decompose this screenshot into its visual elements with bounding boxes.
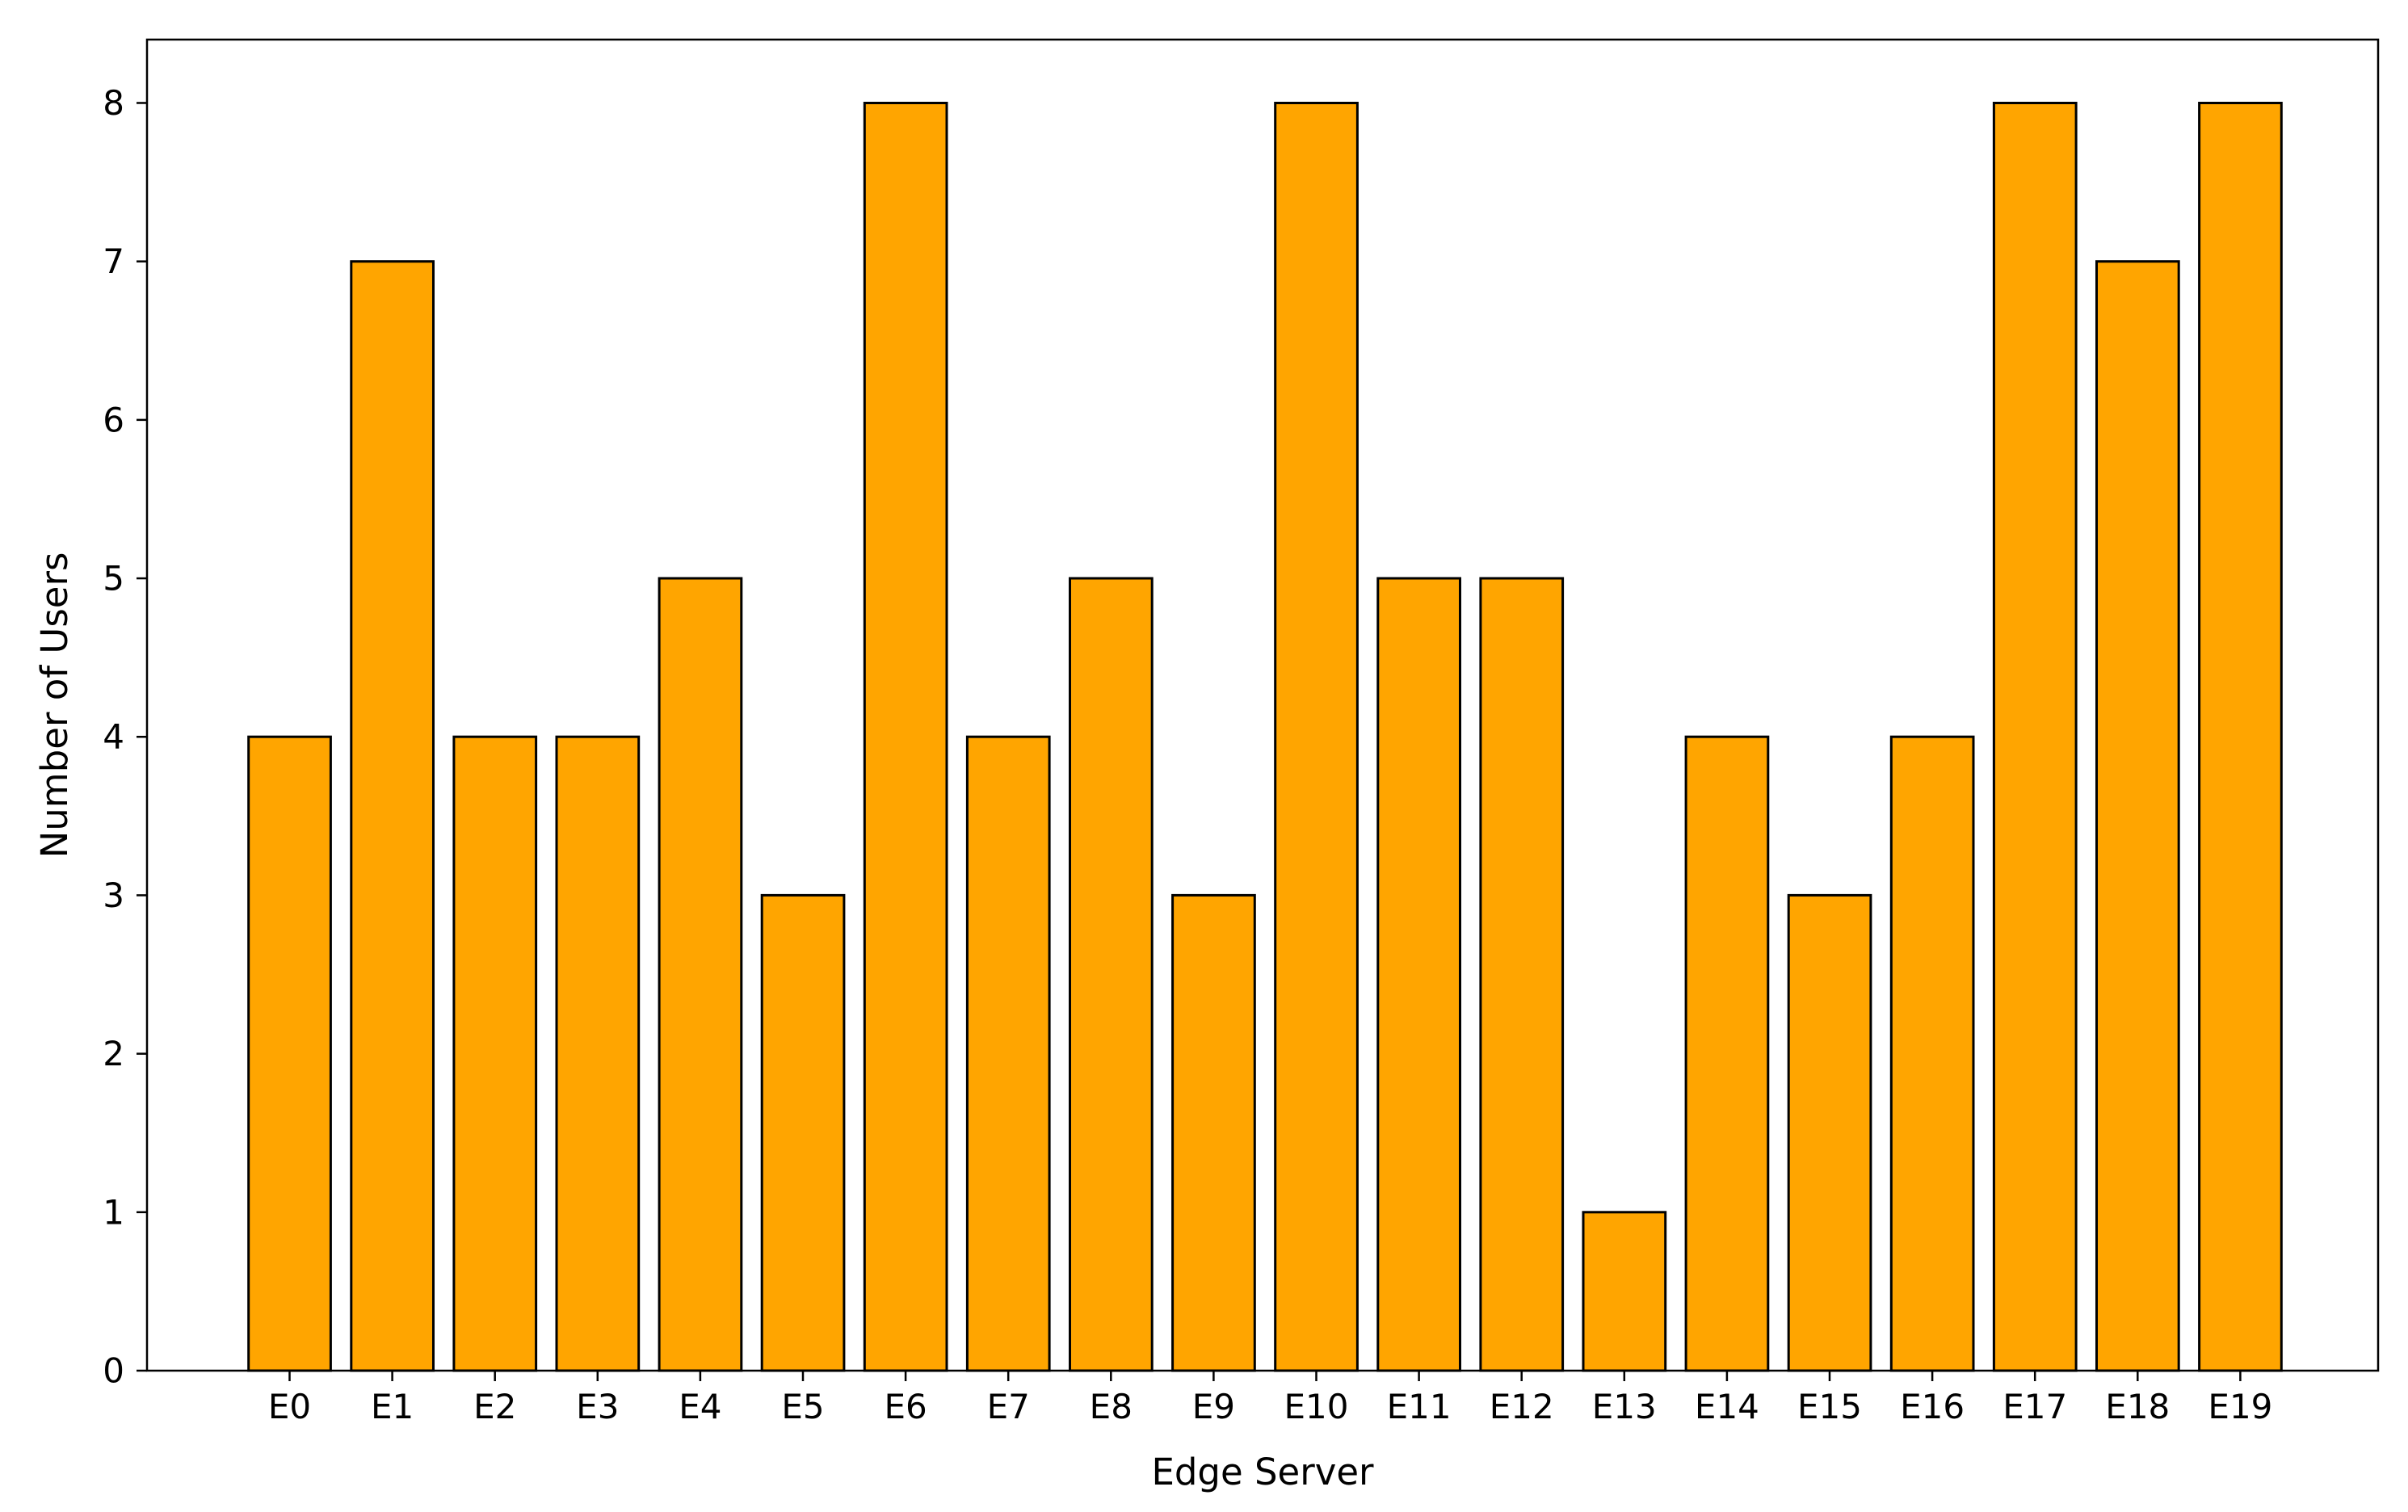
x-tick-label-E0: E0: [268, 1387, 311, 1426]
bar-E9: [1171, 893, 1256, 1372]
y-tick-label: 7: [103, 242, 124, 281]
bar-E16: [1889, 735, 1975, 1372]
x-tick-label-E8: E8: [1090, 1387, 1133, 1426]
y-tick-label: 8: [103, 83, 124, 123]
bar-E12: [1479, 577, 1565, 1372]
x-tick-label-E7: E7: [987, 1387, 1030, 1426]
bar-E4: [658, 577, 743, 1372]
y-tick-label: 4: [103, 717, 124, 757]
x-tick-label-E17: E17: [2002, 1387, 2067, 1426]
y-axis-label: Number of Users: [33, 552, 76, 859]
bar-E1: [350, 260, 435, 1372]
y-tick-label: 6: [103, 400, 124, 439]
bar-E0: [247, 735, 332, 1372]
x-tick-label-E6: E6: [884, 1387, 927, 1426]
bars-group: [247, 102, 2283, 1372]
x-tick-label-E9: E9: [1192, 1387, 1235, 1426]
x-tick-label-E10: E10: [1284, 1387, 1349, 1426]
x-axis-label: Edge Server: [1151, 1451, 1374, 1493]
bar-E11: [1376, 577, 1462, 1372]
y-tick-label: 0: [103, 1351, 124, 1391]
bar-E13: [1582, 1211, 1667, 1372]
y-tick-label: 3: [103, 876, 124, 915]
bar-E17: [1992, 102, 2078, 1372]
x-tick-label-E14: E14: [1695, 1387, 1759, 1426]
bar-E15: [1787, 893, 1872, 1372]
y-tick-label: 1: [103, 1192, 124, 1232]
bar-E14: [1684, 735, 1770, 1372]
x-tick-label-E5: E5: [781, 1387, 824, 1426]
x-tick-label-E11: E11: [1387, 1387, 1452, 1426]
bar-E18: [2095, 260, 2180, 1372]
x-tick-label-E18: E18: [2105, 1387, 2170, 1426]
x-tick-label-E1: E1: [371, 1387, 414, 1426]
bar-E19: [2198, 102, 2283, 1372]
x-tick-label-E15: E15: [1797, 1387, 1862, 1426]
bar-E7: [965, 735, 1051, 1372]
y-tick-label: 2: [103, 1034, 124, 1073]
plot-frame: [145, 38, 2380, 1372]
y-ticks: 0 1 2 3 4 5 6 7 8: [103, 83, 147, 1391]
bar-E8: [1069, 577, 1154, 1372]
x-tick-label-E13: E13: [1592, 1387, 1657, 1426]
x-tick-label-E4: E4: [679, 1387, 721, 1426]
y-tick-label: 5: [103, 559, 124, 598]
bar-E3: [555, 735, 641, 1372]
bar-E6: [863, 102, 948, 1372]
bar-E5: [760, 893, 846, 1372]
x-tick-label-E16: E16: [1900, 1387, 1965, 1426]
x-tick-label-E12: E12: [1490, 1387, 1554, 1426]
x-tick-label-E2: E2: [473, 1387, 516, 1426]
x-ticks: E0 E1 E2 E3 E4 E5 E6 E7 E8 E9 E10 E11 E12 E13 E14 E15 E1…: [268, 1371, 2272, 1426]
x-tick-label-E19: E19: [2208, 1387, 2272, 1426]
bar-E2: [452, 735, 538, 1372]
x-tick-label-E3: E3: [576, 1387, 619, 1426]
bar-E10: [1274, 102, 1359, 1372]
